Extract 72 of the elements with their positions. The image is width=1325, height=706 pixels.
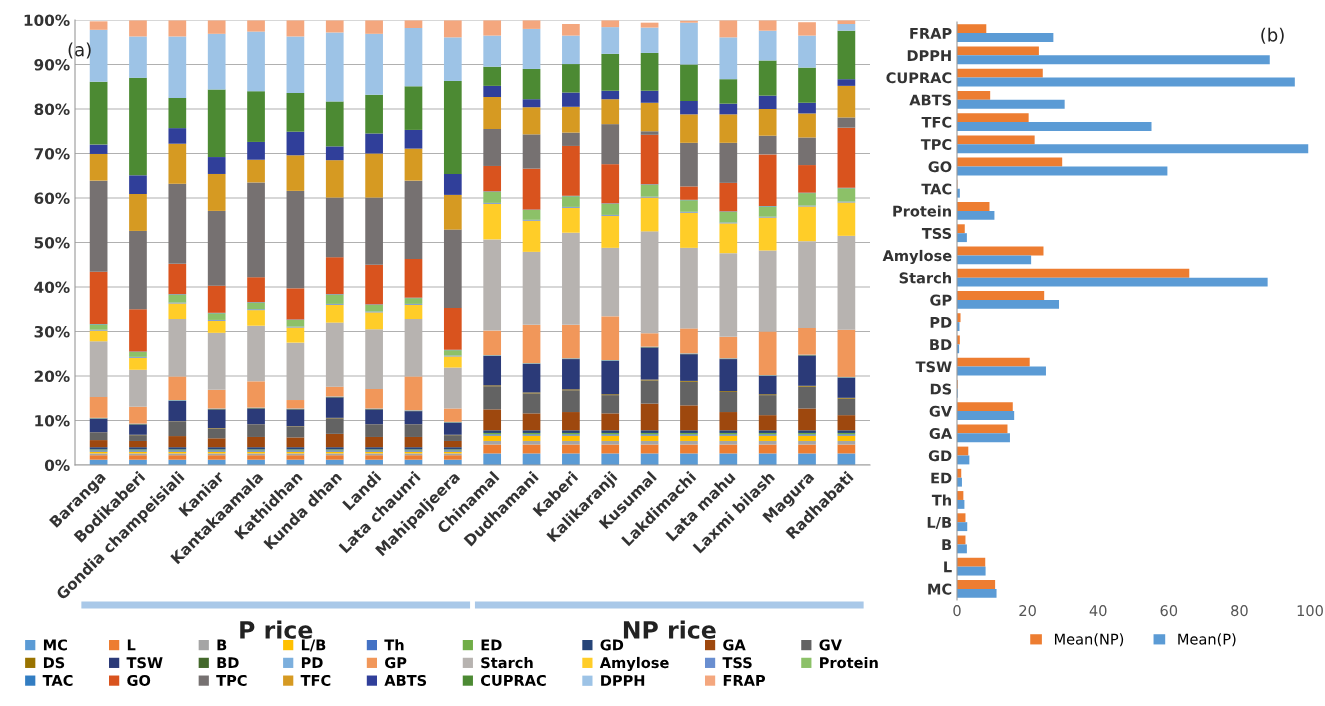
y-tick-label: 90%: [34, 58, 70, 71]
legend-label: L: [127, 639, 136, 651]
y-tick-label: GP: [930, 294, 952, 306]
legend-label: PD: [301, 657, 323, 668]
x-tick-label: 20: [1019, 605, 1036, 617]
legend-label: TSW: [126, 657, 163, 669]
y-tick-label: Starch: [899, 272, 951, 284]
y-tick-label: 60%: [34, 192, 70, 205]
legend-label: Mean(P): [1178, 633, 1236, 647]
legend-label: BD: [217, 657, 239, 668]
y-tick-label: 10%: [35, 414, 70, 427]
y-tick-label: 100%: [24, 14, 70, 27]
y-tick-label: L: [944, 561, 952, 573]
text: NP rice: [623, 620, 716, 639]
y-tick-label: 30%: [34, 325, 70, 338]
x-tick-label: 40: [1089, 605, 1107, 617]
y-tick-label: 20%: [34, 370, 70, 383]
legend-label: GP: [385, 657, 407, 669]
legend-label: GO: [127, 674, 151, 686]
y-tick-label: TSW: [915, 361, 952, 373]
legend-label: GA: [723, 639, 746, 651]
legend-label: TSS: [722, 657, 752, 669]
legend-label: ABTS: [384, 674, 427, 686]
y-tick-label: Protein: [893, 205, 951, 217]
y-tick-label: B: [942, 539, 952, 550]
legend-label: GV: [819, 639, 842, 651]
legend-label: ED: [481, 639, 502, 651]
y-tick-label: MC: [928, 583, 952, 595]
y-tick-label: 80%: [34, 103, 70, 116]
y-tick-label: FRAP: [910, 28, 952, 39]
y-tick-label: DPPH: [907, 50, 951, 61]
y-tick-label: ED: [931, 472, 952, 484]
legend-label: DPPH: [601, 675, 645, 686]
y-tick-label: TPC: [920, 138, 952, 151]
legend-label: TPC: [216, 674, 247, 686]
legend-label: Protein: [820, 656, 878, 669]
y-tick-label: GO: [928, 161, 952, 173]
y-tick-label: TFC: [921, 116, 952, 128]
annotation: (a): [68, 42, 91, 59]
legend-label: FRAP: [723, 675, 766, 686]
y-tick-label: TSS: [921, 227, 952, 239]
y-tick-label: L/B: [927, 517, 952, 530]
legend-label: CUPRAC: [480, 674, 546, 686]
y-tick-label: TAC: [921, 183, 952, 195]
legend-label: Mean(NP): [1054, 633, 1124, 647]
y-tick-label: 50%: [34, 236, 70, 249]
legend-label: Starch: [481, 656, 533, 669]
x-tick-label: 80: [1231, 605, 1248, 617]
x-tick-label: 100: [1297, 605, 1323, 617]
legend-label: TFC: [300, 674, 331, 686]
legend-label: GD: [600, 639, 624, 651]
y-tick-label: 70%: [34, 147, 70, 160]
x-tick-label: 0: [953, 605, 961, 617]
legend-label: Th: [384, 639, 404, 651]
y-tick-label: PD: [930, 317, 952, 328]
y-tick-label: Amylose: [882, 249, 952, 265]
legend-label: B: [217, 639, 227, 651]
y-tick-label: 0%: [44, 459, 70, 472]
y-tick-label: BD: [930, 339, 952, 350]
text: P rice: [240, 620, 313, 639]
y-tick-label: ABTS: [909, 94, 952, 106]
y-tick-label: CUPRAC: [886, 72, 952, 84]
y-tick-label: GD: [928, 450, 952, 462]
y-tick-label: Th: [931, 494, 951, 506]
y-tick-label: GV: [929, 405, 953, 417]
y-tick-label: DS: [930, 383, 952, 395]
y-tick-label: 40%: [34, 281, 70, 294]
legend-label: Amylose: [599, 656, 669, 672]
y-tick-label: GA: [929, 427, 953, 440]
annotation: (b): [1261, 27, 1284, 44]
x-tick-label: 60: [1160, 605, 1178, 617]
legend-label: L/B: [301, 639, 326, 652]
